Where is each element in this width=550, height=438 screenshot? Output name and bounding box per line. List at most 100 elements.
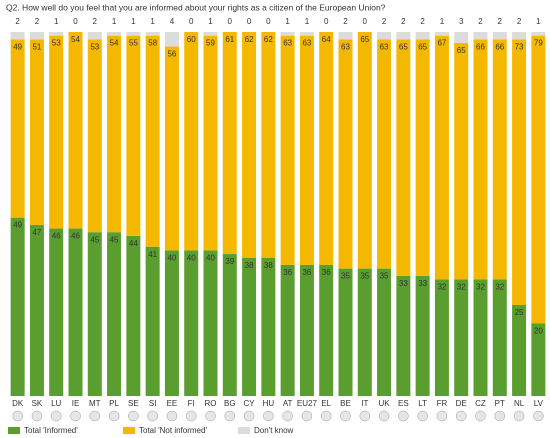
value-label: 46 xyxy=(52,232,61,241)
value-label: 63 xyxy=(283,39,292,48)
bar-segment xyxy=(338,32,353,40)
bar-segment xyxy=(377,32,392,40)
bar-segment xyxy=(531,35,546,324)
legend-swatch xyxy=(238,427,250,434)
value-label: 49 xyxy=(13,42,22,51)
x-tick-label: ES xyxy=(398,399,409,408)
bar-segment xyxy=(107,35,122,233)
flag-icon xyxy=(243,410,255,422)
flag-icon xyxy=(185,410,197,422)
legend-label: Don't know xyxy=(254,426,294,435)
flag-icon xyxy=(263,410,274,422)
bar-segment xyxy=(68,228,83,396)
value-label: 4 xyxy=(170,17,175,26)
x-tick-label: EL xyxy=(321,399,331,408)
bar-segment xyxy=(473,279,488,396)
x-tick-label: IT xyxy=(361,399,368,408)
value-label: 0 xyxy=(363,17,368,26)
bar-segment xyxy=(164,32,179,47)
value-label: 45 xyxy=(110,235,119,244)
value-label: 1 xyxy=(150,17,155,26)
bar-segment xyxy=(68,32,83,229)
bar-segment xyxy=(10,32,25,40)
bar-segment xyxy=(396,32,411,40)
bar-segment xyxy=(126,35,141,236)
x-tick-label: BE xyxy=(340,399,351,408)
bar-segment xyxy=(434,35,449,280)
bar-segment xyxy=(10,39,25,218)
bar-segment xyxy=(203,250,218,396)
bar-segment xyxy=(242,32,257,258)
flag-icon xyxy=(224,410,236,422)
bar-segment xyxy=(87,232,102,396)
value-label: 53 xyxy=(52,39,61,48)
chart-title: Q2. How well do you feel that you are in… xyxy=(6,2,386,12)
bar-segment xyxy=(377,39,392,269)
bar-segment xyxy=(10,217,25,396)
bar-segment xyxy=(454,42,469,280)
x-tick-label: DE xyxy=(456,399,467,408)
x-tick-label: SI xyxy=(149,399,157,408)
x-tick-label: NL xyxy=(514,399,525,408)
value-label: 0 xyxy=(266,17,271,26)
bar-segment xyxy=(415,275,430,396)
value-label: 60 xyxy=(187,35,196,44)
value-label: 47 xyxy=(32,228,41,237)
flag-icon xyxy=(70,410,81,422)
bar-segment xyxy=(164,46,179,251)
bar-segment xyxy=(280,32,295,36)
x-tick-label: AT xyxy=(283,399,293,408)
value-label: 66 xyxy=(495,42,504,51)
value-label: 59 xyxy=(206,39,215,48)
bar-segment xyxy=(87,39,102,233)
value-label: 33 xyxy=(399,279,408,288)
value-label: 63 xyxy=(341,42,350,51)
flag-icon xyxy=(301,410,313,422)
value-label: 65 xyxy=(360,35,369,44)
x-tick-label: UK xyxy=(379,399,391,408)
bar-segment xyxy=(87,32,102,40)
x-tick-label: BG xyxy=(224,399,236,408)
bar-segment xyxy=(164,250,179,396)
flag-icon xyxy=(50,410,62,422)
bar-segment xyxy=(222,254,237,396)
x-tick-label: FR xyxy=(437,399,448,408)
bar-segment xyxy=(415,39,430,276)
value-label: 53 xyxy=(90,42,99,51)
value-label: 0 xyxy=(73,17,78,26)
bar-segment xyxy=(338,39,353,269)
bar-segment xyxy=(29,39,44,225)
bar-segment xyxy=(261,32,276,258)
value-label: 2 xyxy=(35,17,40,26)
bar-segment xyxy=(396,39,411,276)
bar-segment xyxy=(357,268,372,396)
value-label: 36 xyxy=(322,268,331,277)
bar-segment xyxy=(357,32,372,269)
value-label: 32 xyxy=(437,283,446,292)
value-label: 1 xyxy=(305,17,310,26)
x-tick-label: DK xyxy=(12,399,24,408)
bar-segment xyxy=(531,323,546,396)
value-label: 2 xyxy=(401,17,406,26)
bar-segment xyxy=(492,39,507,280)
value-label: 40 xyxy=(187,254,196,263)
flag-icon xyxy=(166,410,178,422)
value-label: 25 xyxy=(515,308,524,317)
value-label: 41 xyxy=(148,250,157,259)
bar-segment xyxy=(512,39,527,305)
bar-segment xyxy=(299,264,314,396)
x-tick-label: MT xyxy=(89,399,101,408)
value-label: 62 xyxy=(264,35,273,44)
bar-segment xyxy=(492,32,507,40)
value-label: 40 xyxy=(167,254,176,263)
x-tick-label: SK xyxy=(32,399,43,408)
bar-segment xyxy=(512,32,527,40)
value-label: 1 xyxy=(54,17,59,26)
flag-icon xyxy=(282,410,293,422)
value-label: 44 xyxy=(129,239,138,248)
bar-segment xyxy=(126,235,141,396)
x-tick-label: CZ xyxy=(475,399,486,408)
x-tick-label: EU27 xyxy=(297,399,318,408)
bar-segment xyxy=(319,264,334,396)
